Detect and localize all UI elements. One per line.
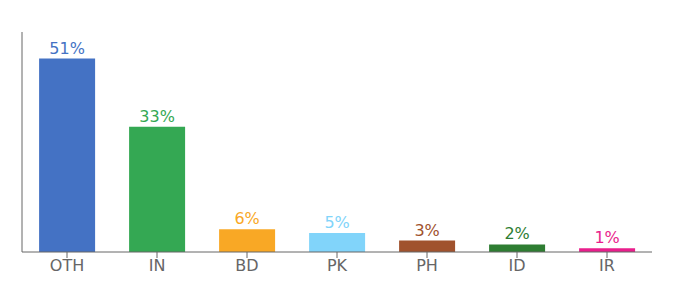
svg-text:OTH: OTH [50,256,84,275]
svg-text:2%: 2% [504,224,529,243]
svg-text:6%: 6% [234,209,259,228]
svg-text:IN: IN [149,256,166,275]
svg-text:33%: 33% [139,107,175,126]
svg-text:51%: 51% [49,39,85,58]
svg-text:5%: 5% [324,213,349,232]
svg-text:PH: PH [416,256,438,275]
svg-text:ID: ID [508,256,525,275]
svg-text:1%: 1% [594,228,619,247]
svg-text:3%: 3% [414,221,439,240]
svg-text:IR: IR [599,256,615,275]
svg-text:BD: BD [235,256,258,275]
svg-text:PK: PK [327,256,348,275]
